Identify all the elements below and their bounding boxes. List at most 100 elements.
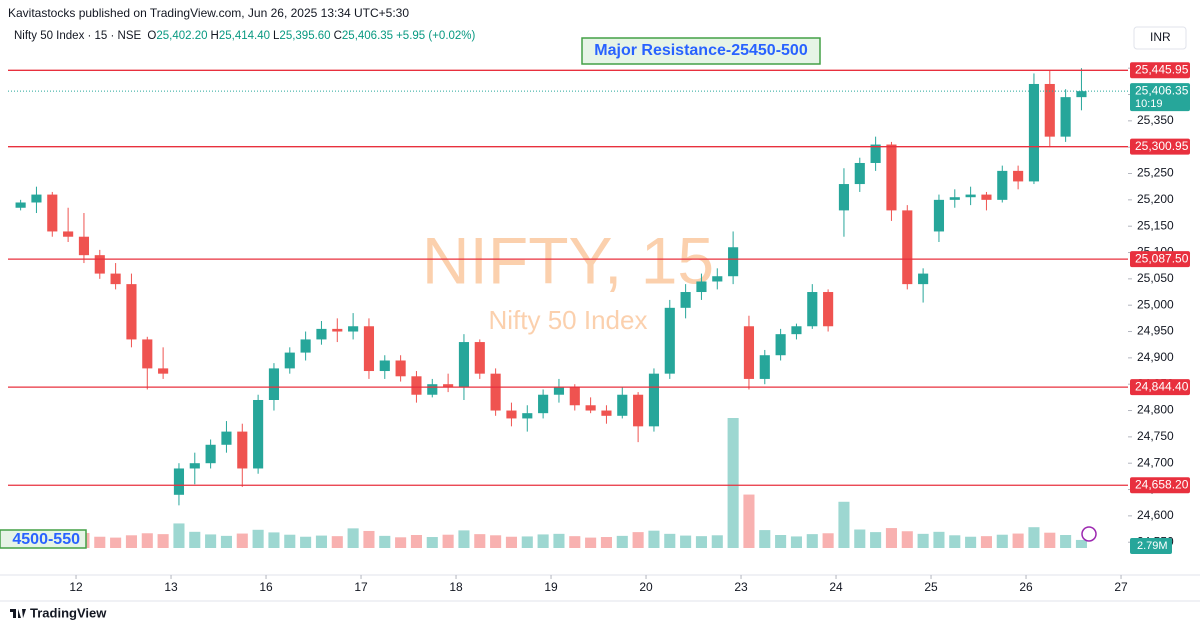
- volume-bar: [157, 534, 169, 548]
- volume-bar: [553, 533, 565, 548]
- x-tick-label: 17: [354, 580, 368, 594]
- candle-body: [522, 413, 533, 419]
- volume-bar: [664, 533, 676, 548]
- volume-bar: [395, 537, 407, 548]
- candle-body: [854, 162, 865, 185]
- candle-body: [189, 463, 200, 469]
- volume-bar: [680, 535, 692, 548]
- annotation-box: [0, 529, 87, 549]
- y-tick-label: 24,750: [1137, 429, 1174, 443]
- candle-body: [332, 328, 343, 332]
- volume-bar: [980, 536, 992, 548]
- volume-bar: [110, 537, 122, 548]
- ohlc-value: 25,406.35: [341, 30, 394, 42]
- ohlc-value: 25,395.60: [279, 30, 331, 42]
- volume-bar: [173, 523, 185, 548]
- volume-bar: [442, 534, 454, 548]
- candle-body: [569, 386, 580, 406]
- volume-bar: [885, 528, 897, 548]
- y-tick-label: 25,200: [1137, 192, 1174, 206]
- candle-body: [617, 394, 628, 416]
- candle-body: [743, 326, 755, 379]
- watermark-subtitle: Nifty 50 Index: [489, 305, 648, 335]
- candle-body: [47, 194, 58, 232]
- candle-body: [411, 376, 422, 395]
- candle-body: [78, 236, 90, 256]
- volume-bar: [315, 535, 327, 548]
- candle-body: [284, 352, 295, 369]
- y-tick-label: 25,050: [1137, 271, 1174, 285]
- candle-body: [680, 292, 691, 308]
- annotation-box: [581, 37, 821, 65]
- candle-body: [300, 339, 311, 353]
- annotation: 4500-550: [12, 531, 80, 548]
- change: +5.95 (+0.02%): [396, 30, 476, 42]
- candle-body: [31, 194, 42, 203]
- candle-body: [395, 360, 406, 377]
- y-tick-label: 24,600: [1137, 508, 1174, 522]
- currency[interactable]: INR: [1150, 30, 1171, 44]
- candle-body: [886, 144, 897, 211]
- currency-box[interactable]: [1133, 26, 1187, 50]
- level-label-box: [1130, 251, 1190, 268]
- volume-bar: [838, 501, 850, 548]
- x-tick-label: 26: [1019, 580, 1033, 594]
- volume-bar: [458, 530, 470, 548]
- candle-body: [1028, 83, 1040, 182]
- volume-bar: [1028, 527, 1040, 548]
- volume-bar: [901, 531, 913, 548]
- candle-body: [775, 334, 786, 356]
- volume-bar: [521, 536, 533, 548]
- y-tick-label: 24,700: [1137, 455, 1174, 469]
- volume-bar: [284, 534, 296, 548]
- ohlc-key: C: [333, 30, 342, 42]
- volume-bar: [585, 537, 597, 548]
- volume-bar: [569, 536, 581, 548]
- candle-body: [918, 273, 929, 285]
- brand-logo: [10, 609, 26, 618]
- ohlc-key: O: [147, 30, 157, 42]
- y-tick-label: 25,250: [1137, 166, 1174, 180]
- candle-body: [173, 468, 185, 495]
- volume-bar: [1060, 535, 1072, 548]
- candle-body: [110, 273, 121, 285]
- volume-bar: [205, 534, 217, 548]
- candle-body: [1060, 97, 1071, 137]
- candle-body: [126, 284, 137, 340]
- candle-body: [221, 431, 232, 445]
- volume-bar: [300, 536, 312, 548]
- volume-bar: [727, 418, 739, 548]
- candle-body: [268, 368, 280, 400]
- candle-body: [506, 410, 517, 419]
- candle-body: [712, 276, 723, 282]
- level-label-box: [1130, 379, 1190, 396]
- volume-bar: [1075, 539, 1087, 548]
- alert-icon[interactable]: [1081, 526, 1097, 542]
- volume-bar: [268, 532, 280, 548]
- candle-body: [648, 373, 660, 427]
- ohlc-value: 25,414.40: [218, 30, 271, 42]
- candle-body: [348, 326, 359, 332]
- candle-body: [791, 326, 802, 335]
- legend-line: Nifty 50 Index · 15 · NSE O25,402.20 H25,…: [14, 30, 478, 42]
- plot-area: [15, 68, 1087, 548]
- candle-body: [838, 184, 850, 211]
- candle-body: [538, 394, 549, 414]
- candle-body: [585, 405, 596, 411]
- candle-body: [1013, 170, 1024, 182]
- volume-bar: [537, 534, 549, 548]
- candle-body: [474, 342, 485, 374]
- x-tick-label: 20: [639, 580, 653, 594]
- candle-body: [664, 307, 675, 374]
- y-tick-label: 25,000: [1137, 297, 1174, 311]
- y-tick-label: 25,150: [1137, 218, 1174, 232]
- volume-bar: [490, 535, 502, 548]
- ohlc-key: H: [210, 30, 219, 42]
- volume-bar: [347, 528, 359, 548]
- candle-body: [316, 328, 327, 340]
- volume-bar: [189, 531, 201, 548]
- candle-body: [696, 281, 707, 293]
- level-label-box: [1130, 62, 1190, 79]
- candle-body: [823, 292, 834, 327]
- level-label: 24,844.40: [1135, 379, 1189, 393]
